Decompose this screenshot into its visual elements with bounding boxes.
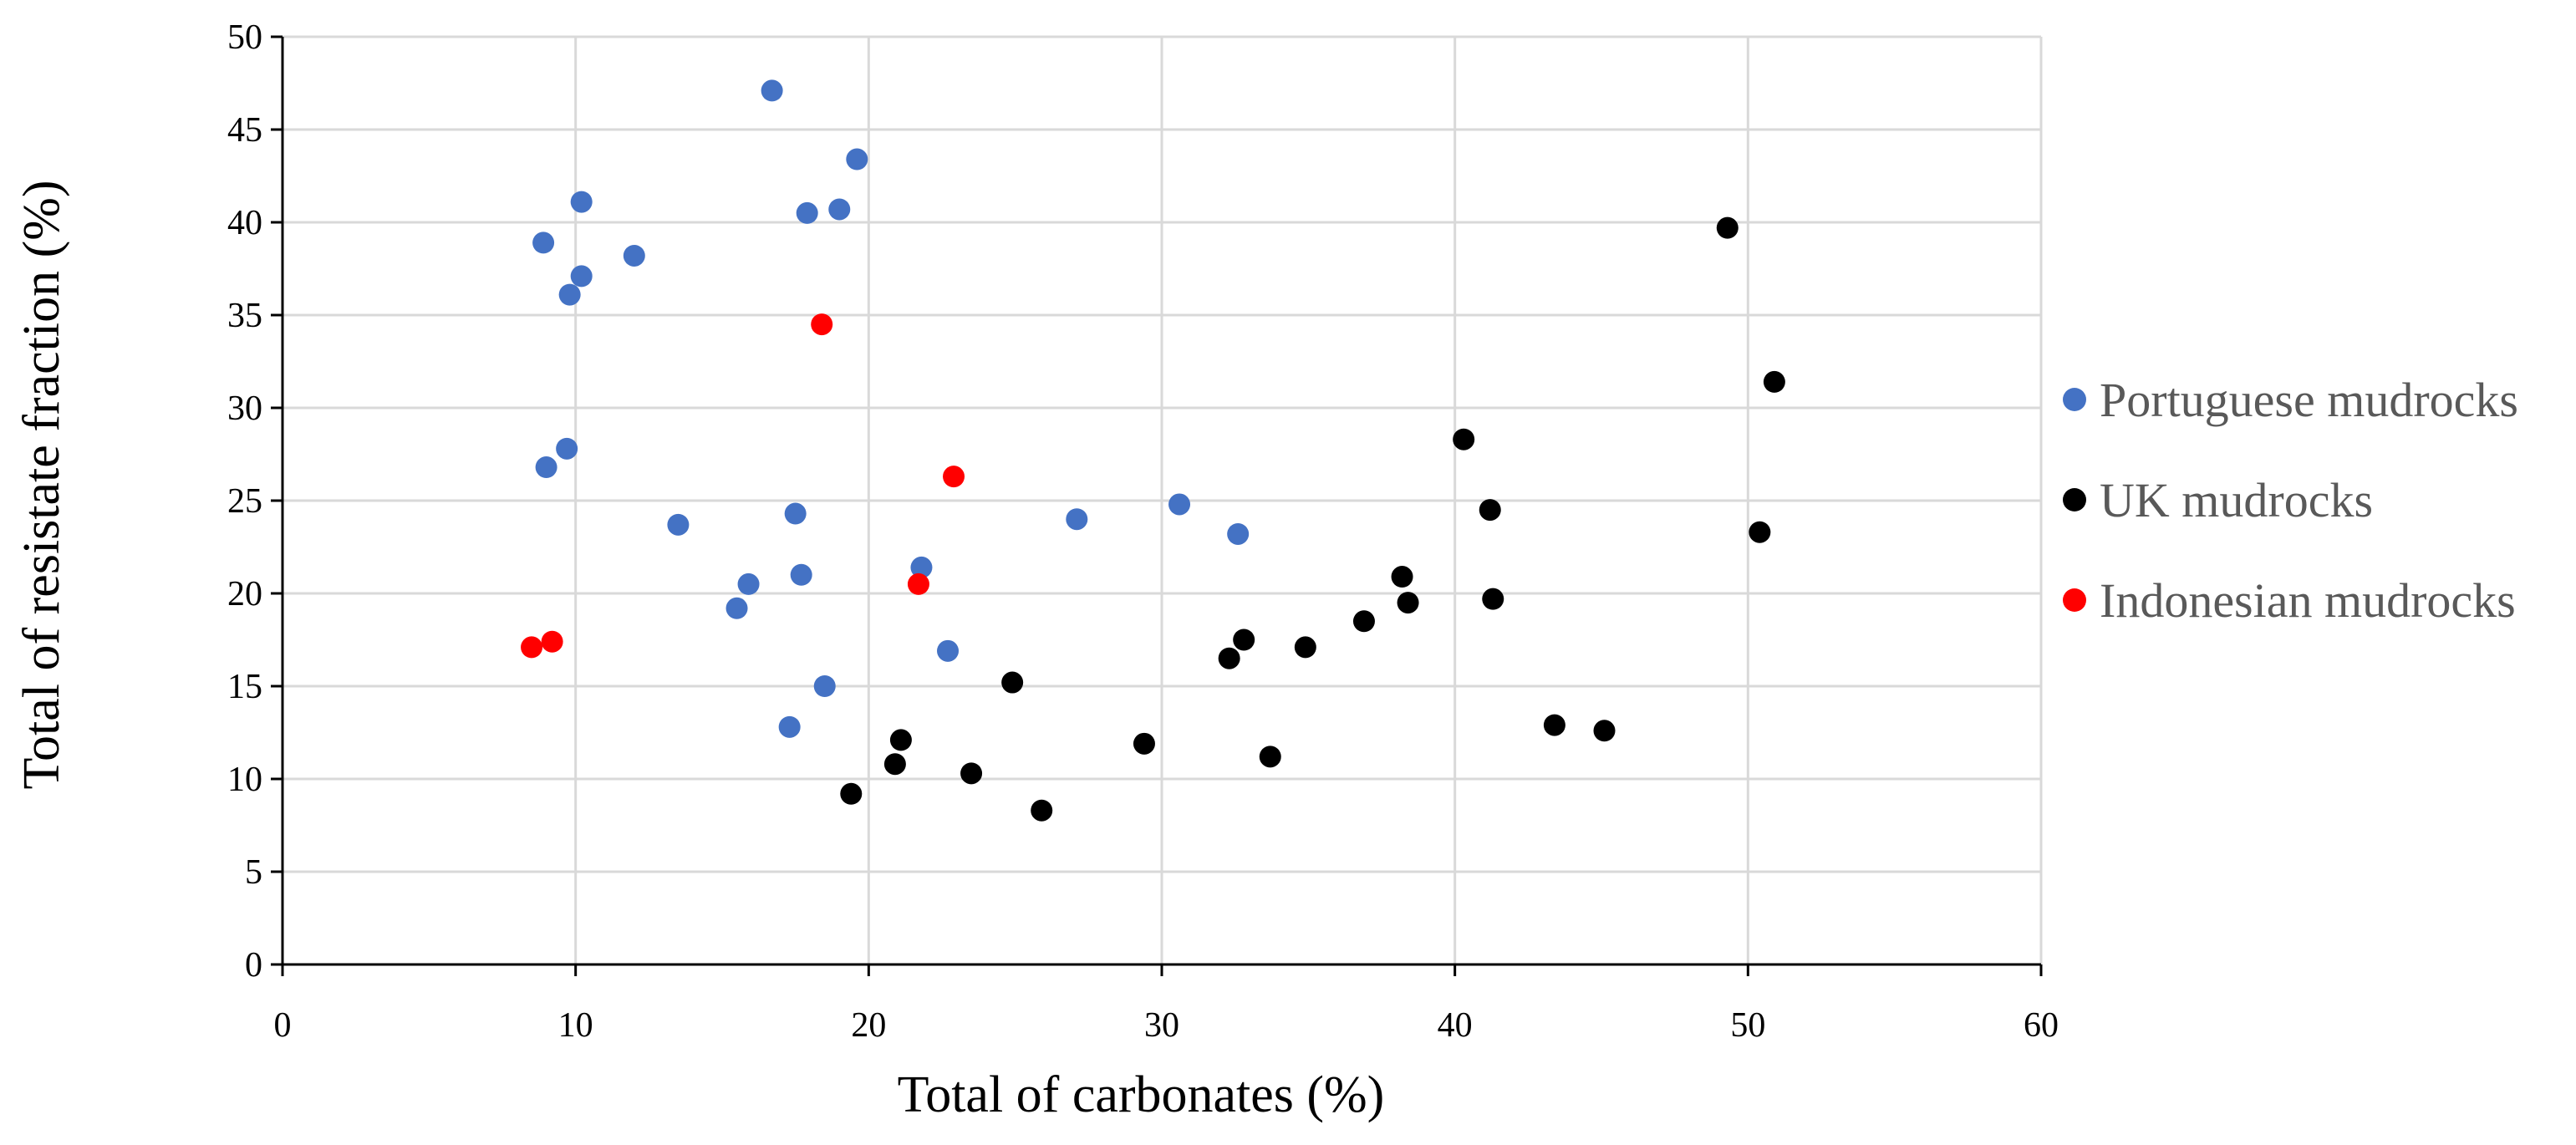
data-point-portuguese-mudrocks <box>910 556 933 578</box>
data-point-indonesian-mudrocks <box>943 466 965 488</box>
x-tick-label: 40 <box>1438 1006 1473 1045</box>
legend: Portuguese mudrocks UK mudrocks Indonesian… <box>2063 373 2518 628</box>
data-point-portuguese-mudrocks <box>570 265 593 288</box>
data-point-uk-mudrocks <box>1716 216 1739 239</box>
x-tick-label: 10 <box>558 1006 593 1045</box>
data-point-uk-mudrocks <box>960 762 983 785</box>
data-point-portuguese-mudrocks <box>828 198 851 221</box>
data-point-uk-mudrocks <box>1233 628 1255 651</box>
data-point-portuguese-mudrocks <box>532 232 555 254</box>
data-point-portuguese-mudrocks <box>1168 493 1191 516</box>
data-point-portuguese-mudrocks <box>784 502 807 525</box>
data-point-portuguese-mudrocks <box>937 639 960 662</box>
data-point-uk-mudrocks <box>1453 428 1475 450</box>
data-point-uk-mudrocks <box>1218 647 1240 669</box>
x-tick-label: 50 <box>1730 1006 1765 1045</box>
y-tick-label: 35 <box>227 297 262 335</box>
legend-marker-indonesian-mudrocks <box>2063 588 2086 612</box>
y-tick-label: 20 <box>227 575 262 613</box>
data-point-uk-mudrocks <box>883 753 906 776</box>
data-point-portuguese-mudrocks <box>558 283 581 306</box>
data-point-portuguese-mudrocks <box>725 597 748 619</box>
y-tick-label: 25 <box>227 482 262 521</box>
data-point-portuguese-mudrocks <box>846 148 868 170</box>
data-point-uk-mudrocks <box>1001 671 1024 694</box>
y-axis-title: Total of resistate fraction (%) <box>13 180 70 789</box>
gridlines <box>283 35 2043 964</box>
data-point-portuguese-mudrocks <box>1066 508 1088 531</box>
legend-marker-portuguese-mudrocks <box>2063 388 2086 411</box>
tick-labels: 0 5 10 15 20 25 30 35 40 45 50 0 10 20 30 40 50 60 <box>227 18 2059 1045</box>
data-point-indonesian-mudrocks <box>541 630 563 653</box>
data-point-uk-mudrocks <box>1259 746 1281 768</box>
legend-marker-uk-mudrocks <box>2063 488 2086 511</box>
data-point-uk-mudrocks <box>1133 732 1155 755</box>
y-tick-label: 40 <box>227 204 262 242</box>
data-point-portuguese-mudrocks <box>623 244 645 267</box>
y-tick-label: 0 <box>245 946 262 985</box>
data-point-portuguese-mudrocks <box>556 437 578 460</box>
data-point-uk-mudrocks <box>1031 799 1053 822</box>
axes <box>271 35 2043 976</box>
x-axis-title: Total of carbonates (%) <box>898 1066 1385 1123</box>
y-tick-label: 10 <box>227 761 262 799</box>
data-point-uk-mudrocks <box>1593 720 1616 742</box>
data-points <box>521 79 1785 822</box>
data-point-uk-mudrocks <box>840 782 863 805</box>
x-tick-label: 20 <box>851 1006 886 1045</box>
data-point-portuguese-mudrocks <box>796 201 818 224</box>
data-point-uk-mudrocks <box>1352 610 1375 633</box>
data-point-uk-mudrocks <box>1749 521 1771 543</box>
data-point-portuguese-mudrocks <box>778 715 801 738</box>
data-point-indonesian-mudrocks <box>521 636 543 659</box>
data-point-uk-mudrocks <box>1391 566 1413 588</box>
x-tick-label: 60 <box>2024 1006 2059 1045</box>
y-tick-label: 50 <box>227 18 262 57</box>
data-point-indonesian-mudrocks <box>907 572 929 595</box>
data-point-portuguese-mudrocks <box>570 191 593 213</box>
data-point-portuguese-mudrocks <box>1227 522 1250 545</box>
data-point-portuguese-mudrocks <box>813 675 836 697</box>
legend-label-indonesian-mudrocks: Indonesian mudrocks <box>2100 573 2516 628</box>
x-tick-label: 0 <box>274 1006 292 1045</box>
data-point-portuguese-mudrocks <box>737 572 760 595</box>
data-point-portuguese-mudrocks <box>761 79 783 102</box>
x-tick-label: 30 <box>1144 1006 1179 1045</box>
data-point-portuguese-mudrocks <box>790 563 812 586</box>
data-point-uk-mudrocks <box>1543 714 1565 736</box>
data-point-portuguese-mudrocks <box>535 456 557 479</box>
y-tick-label: 30 <box>227 389 262 428</box>
y-tick-label: 15 <box>227 668 262 706</box>
data-point-uk-mudrocks <box>889 729 912 751</box>
y-tick-label: 45 <box>227 111 262 150</box>
legend-label-portuguese-mudrocks: Portuguese mudrocks <box>2100 373 2518 427</box>
data-point-portuguese-mudrocks <box>667 513 690 536</box>
data-point-indonesian-mudrocks <box>811 313 833 336</box>
data-point-uk-mudrocks <box>1763 370 1785 393</box>
y-tick-label: 5 <box>245 853 262 892</box>
data-point-uk-mudrocks <box>1482 588 1504 610</box>
data-point-uk-mudrocks <box>1479 499 1501 522</box>
data-point-uk-mudrocks <box>1294 636 1316 659</box>
legend-label-uk-mudrocks: UK mudrocks <box>2100 473 2373 527</box>
data-point-uk-mudrocks <box>1397 592 1419 614</box>
